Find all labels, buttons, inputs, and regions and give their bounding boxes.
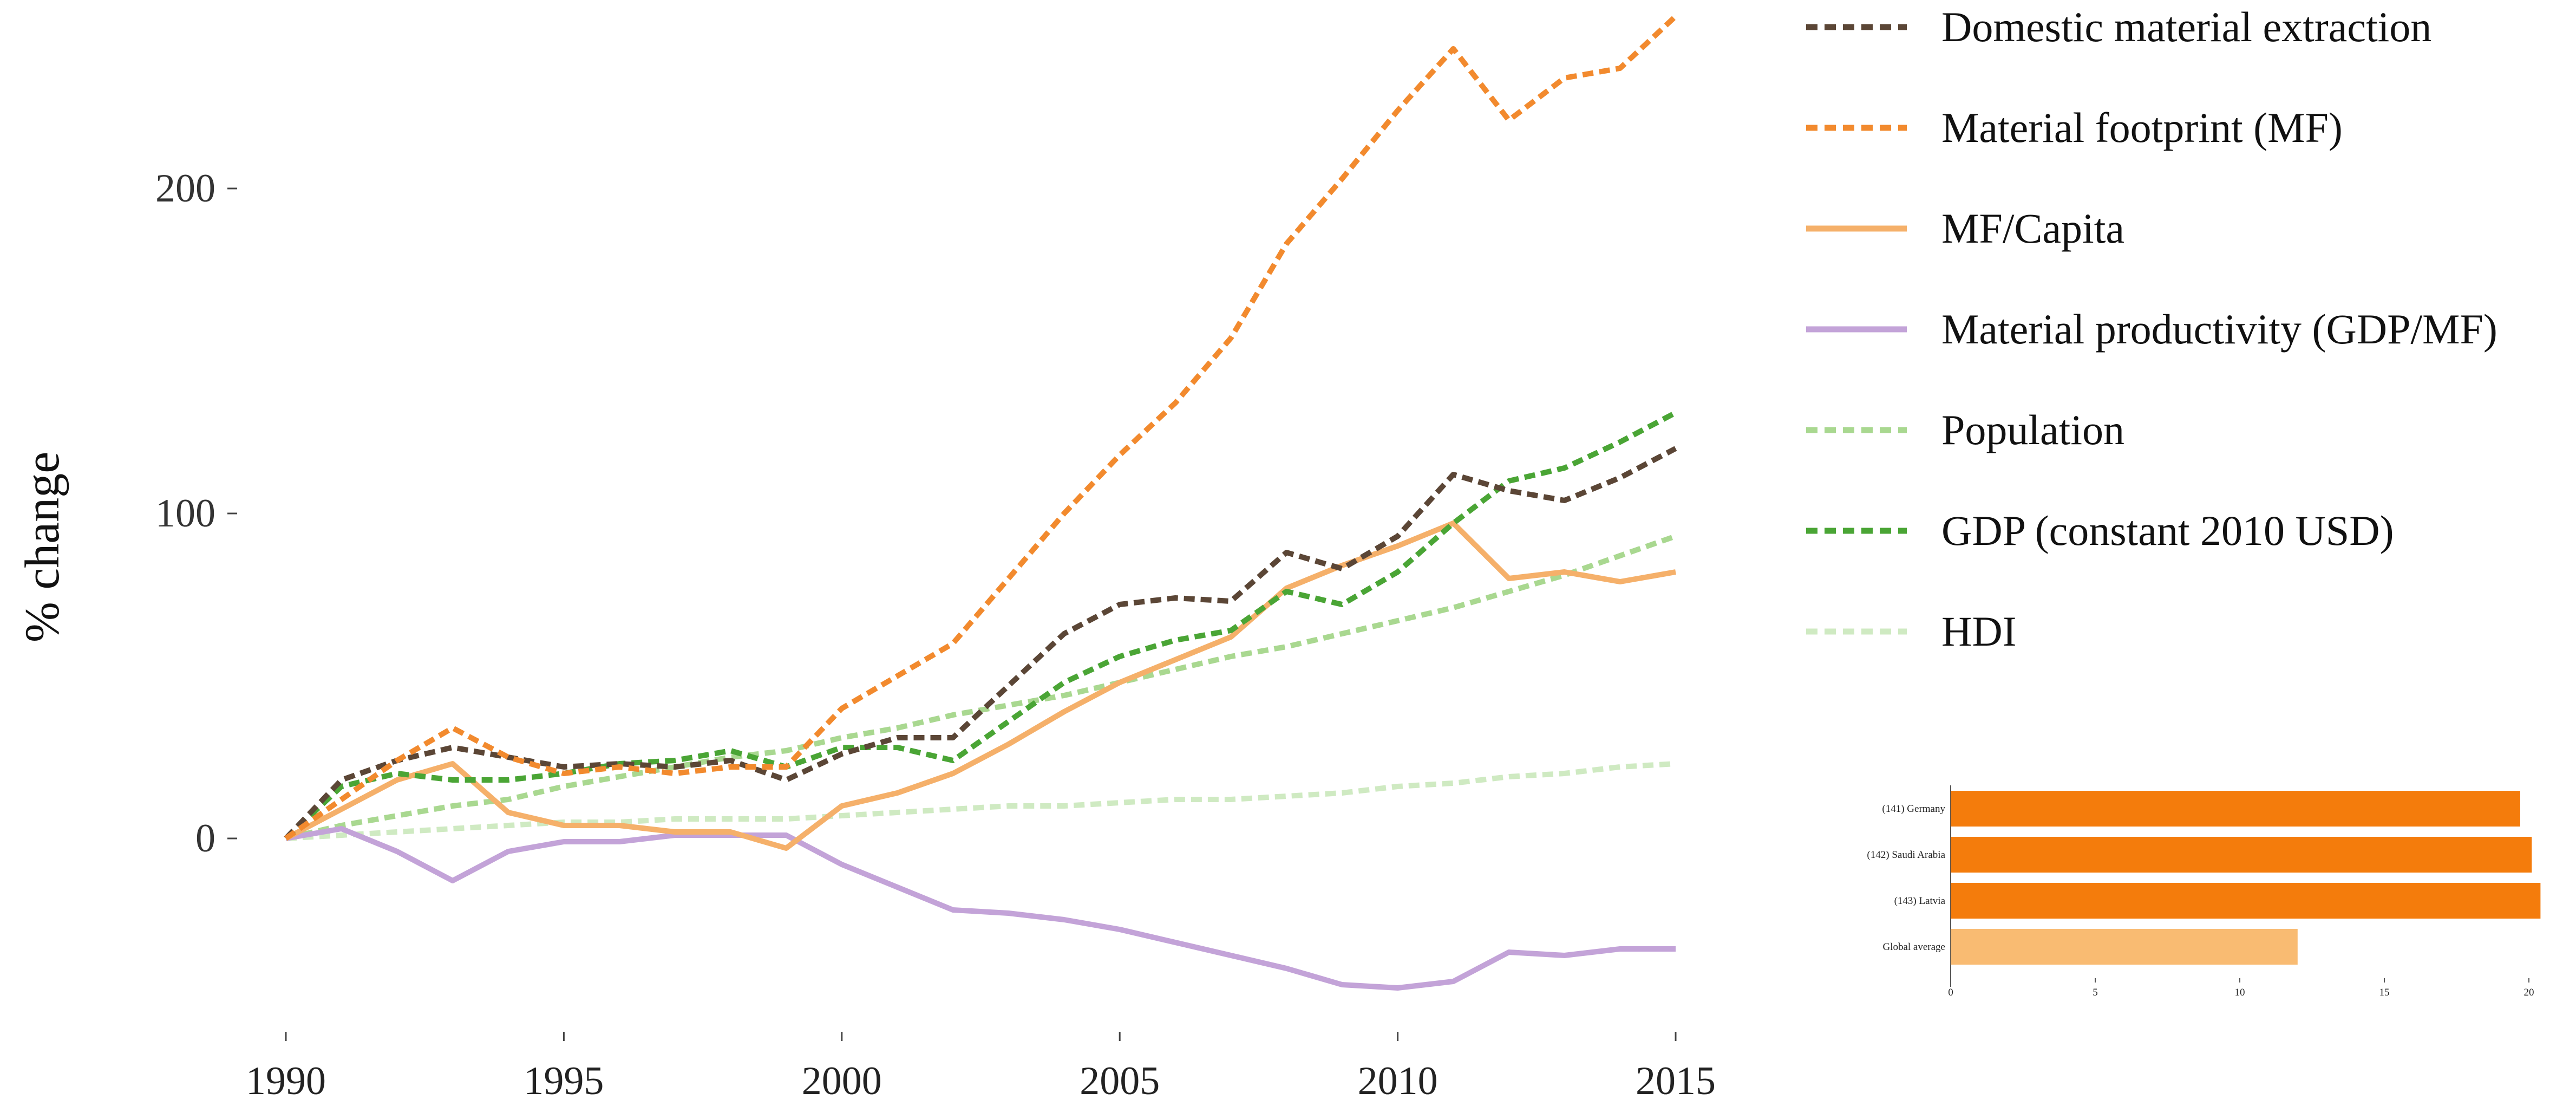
line-chart-axes: 1990 1995 2000 2005 2010 2015 0 100 200 [155, 166, 1716, 1103]
bar-chart: (141) Germany (142) Saudi Arabia (143) Lat… [1867, 785, 2541, 998]
bar-x-tick-label: 15 [2379, 987, 2390, 998]
bar-category-label: (142) Saudi Arabia [1867, 849, 1945, 861]
bar-x-tick-label: 20 [2524, 987, 2534, 998]
legend-label-population: Population [1941, 406, 2124, 453]
legend-label-material-footprint-mf: Material footprint (MF) [1941, 104, 2343, 151]
legend-label-gdp-constant-2010-usd: GDP (constant 2010 USD) [1941, 507, 2394, 554]
series-line-material-footprint-mf [284, 14, 1678, 841]
x-tick-label: 2005 [1080, 1059, 1160, 1103]
x-tick-label: 1990 [246, 1059, 326, 1103]
bar-category-label: Global average [1882, 941, 1945, 953]
line-chart: 1990 1995 2000 2005 2010 2015 0 100 200 % change [16, 14, 1716, 1103]
series-line-hdi [285, 761, 1676, 841]
bar-141-germany [1951, 791, 2520, 827]
bar-x-tick-label: 10 [2235, 987, 2245, 998]
line-chart-series [284, 14, 1678, 991]
bar-x-tick-label: 5 [2093, 987, 2098, 998]
bar-143-latvia [1951, 883, 2541, 919]
series-line-population [285, 534, 1677, 841]
bar-142-saudi-arabia [1951, 837, 2532, 873]
x-tick-label: 2010 [1358, 1059, 1438, 1103]
y-axis-label: % change [16, 452, 69, 642]
legend-label-domestic-material-extraction: Domestic material extraction [1941, 3, 2431, 50]
bar-category-label: (141) Germany [1882, 803, 1945, 815]
y-tick-label: 0 [195, 816, 215, 861]
bar-category-label: (143) Latvia [1894, 895, 1946, 907]
bar-x-tick-label: 0 [1948, 987, 1953, 998]
series-line-material-productivity-gdp-mf [285, 826, 1676, 991]
x-tick-label: 1995 [524, 1059, 604, 1103]
series-line-mf-capita [284, 521, 1676, 851]
legend: Domestic material extraction Material foo… [1806, 3, 2497, 655]
bar-global-average [1951, 929, 2298, 965]
x-tick-label: 2000 [802, 1059, 882, 1103]
legend-label-hdi: HDI [1941, 608, 2017, 655]
series-line-gdp-constant-2010-usd [284, 410, 1677, 841]
legend-label-material-productivity-gdp-mf: Material productivity (GDP/MF) [1941, 305, 2497, 353]
legend-label-mf-capita: MF/Capita [1941, 205, 2124, 252]
y-tick-label: 200 [155, 166, 215, 211]
x-tick-label: 2015 [1636, 1059, 1716, 1103]
y-tick-label: 100 [155, 491, 215, 536]
